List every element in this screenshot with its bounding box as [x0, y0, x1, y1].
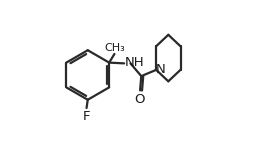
Text: O: O	[134, 93, 145, 106]
Text: CH₃: CH₃	[104, 43, 125, 53]
Text: F: F	[83, 110, 90, 123]
Text: N: N	[156, 63, 166, 76]
Text: NH: NH	[125, 56, 144, 69]
